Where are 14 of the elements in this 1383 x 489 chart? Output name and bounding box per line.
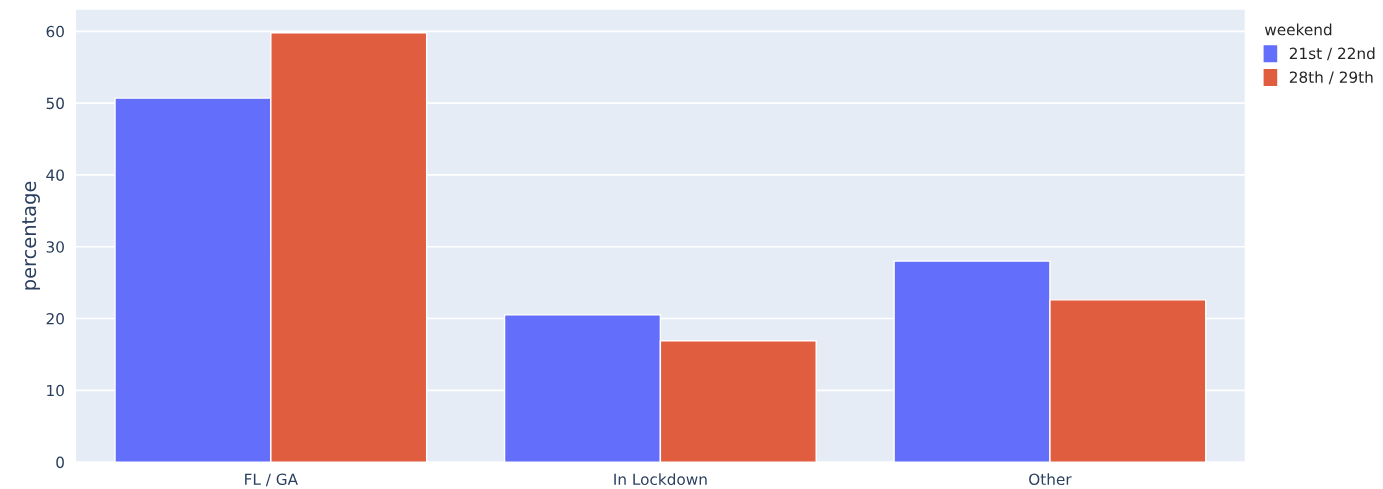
y-tick-label: 40 [46, 169, 64, 181]
y-tick-label: 60 [46, 25, 64, 38]
y-tick-label: 30 [46, 241, 64, 253]
x-tick-label: Other [1029, 473, 1072, 486]
y-tick-label: 20 [46, 312, 64, 325]
legend-title: weekend [1264, 23, 1332, 36]
x-tick-label: In Lockdown [614, 473, 707, 486]
y-tick-label: 0 [56, 456, 64, 469]
y-tick-label: 10 [47, 384, 64, 397]
y-tick-label: 50 [46, 97, 64, 110]
legend-label: 21st / 22nd [1289, 47, 1375, 61]
legend-label: 28th / 29th [1289, 71, 1373, 85]
x-tick-label: FL / GA [245, 473, 298, 487]
y-axis-title: percentage [22, 181, 40, 290]
